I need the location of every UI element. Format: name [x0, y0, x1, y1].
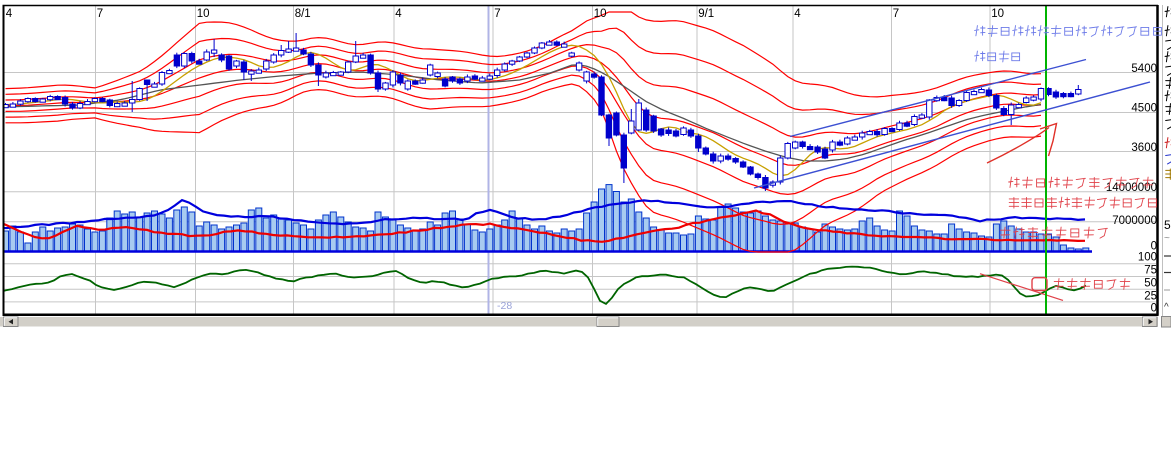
svg-text:8/1: 8/1 [295, 8, 311, 20]
svg-text:0: 0 [1151, 303, 1157, 315]
svg-text:7: 7 [893, 8, 899, 20]
svg-text:10: 10 [197, 8, 210, 20]
svg-text:9/1: 9/1 [698, 8, 714, 20]
svg-text:4500: 4500 [1131, 103, 1157, 115]
svg-text:25: 25 [1144, 291, 1157, 303]
svg-text:10: 10 [594, 8, 607, 20]
svg-text:4: 4 [794, 8, 801, 20]
svg-text:0: 0 [1151, 241, 1157, 253]
svg-text:4: 4 [6, 8, 13, 20]
svg-text:50: 50 [1144, 278, 1157, 290]
svg-text:10: 10 [991, 8, 1004, 20]
svg-text:-28: -28 [497, 300, 512, 312]
svg-text:100: 100 [1138, 252, 1157, 264]
svg-text:7000000: 7000000 [1112, 215, 1157, 227]
svg-text:75: 75 [1144, 265, 1157, 277]
svg-text:5400: 5400 [1131, 63, 1157, 75]
svg-text:~: ~ [1164, 233, 1170, 244]
svg-text:7: 7 [494, 8, 500, 20]
svg-text:3600: 3600 [1131, 142, 1157, 154]
svg-text:^: ^ [1164, 302, 1169, 313]
svg-text:7: 7 [97, 8, 103, 20]
svg-text:4: 4 [395, 8, 402, 20]
svg-text:5: 5 [1164, 218, 1171, 232]
